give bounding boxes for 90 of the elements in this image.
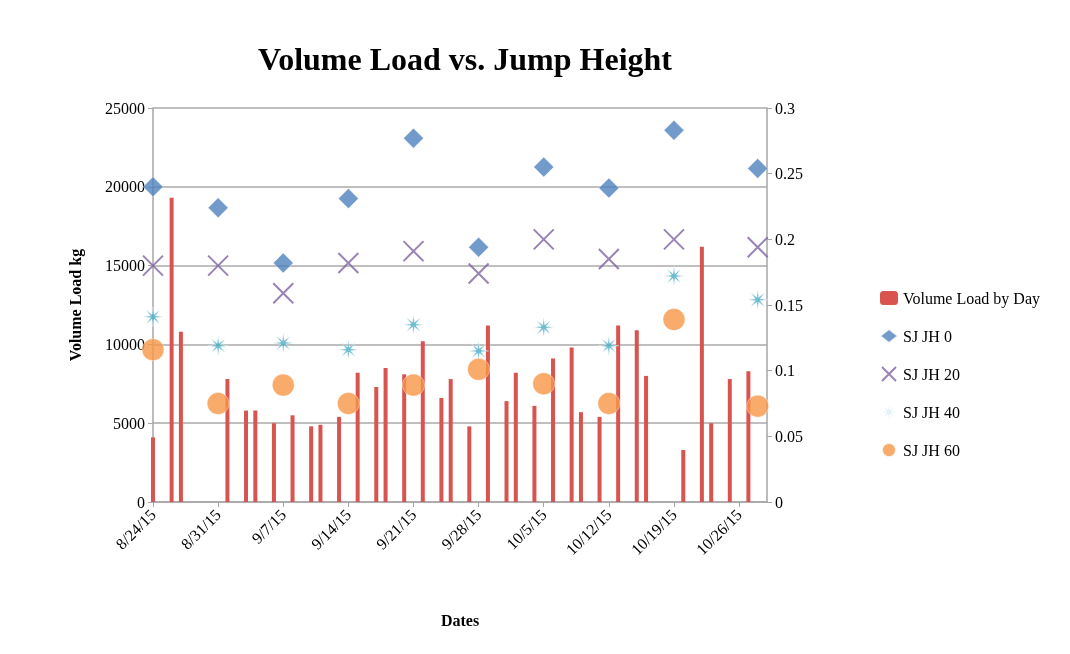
point bbox=[338, 339, 359, 360]
point bbox=[207, 254, 230, 277]
bar bbox=[253, 410, 258, 502]
point bbox=[467, 358, 490, 381]
y-tick-label: 0 bbox=[137, 493, 145, 511]
legend-label: SJ JH 20 bbox=[902, 365, 960, 383]
chart-title: Volume Load vs. Jump Height bbox=[258, 41, 673, 77]
point bbox=[663, 265, 685, 287]
bar bbox=[169, 197, 174, 502]
y-tick-label: 20000 bbox=[105, 178, 145, 196]
bar bbox=[318, 424, 323, 502]
legend-label: SJ JH 40 bbox=[902, 403, 960, 421]
point bbox=[142, 306, 164, 328]
point bbox=[272, 373, 295, 397]
bar bbox=[504, 401, 509, 502]
bar bbox=[485, 325, 490, 502]
legend-label: Volume Load by Day bbox=[902, 289, 1040, 308]
point bbox=[272, 282, 295, 305]
point bbox=[206, 392, 230, 415]
point bbox=[402, 373, 425, 397]
point bbox=[533, 317, 554, 338]
point bbox=[207, 335, 229, 356]
x-axis-title: Dates bbox=[440, 611, 480, 629]
bar bbox=[244, 410, 249, 502]
point bbox=[598, 177, 620, 199]
point bbox=[467, 262, 490, 285]
point bbox=[532, 228, 555, 251]
bar bbox=[420, 341, 425, 502]
bar bbox=[513, 372, 518, 502]
point bbox=[532, 372, 555, 396]
legend-label: SJ JH 0 bbox=[902, 327, 952, 345]
point bbox=[337, 251, 360, 274]
y-tick-label: 15000 bbox=[105, 257, 145, 275]
bar bbox=[551, 358, 556, 502]
y2-tick-label: 0.25 bbox=[775, 165, 803, 183]
bar bbox=[746, 371, 751, 502]
point bbox=[747, 289, 768, 310]
point bbox=[337, 392, 360, 415]
point bbox=[597, 392, 621, 415]
bar bbox=[151, 437, 155, 502]
bar bbox=[178, 331, 183, 502]
bar bbox=[634, 330, 639, 502]
bar bbox=[439, 397, 444, 502]
legend-label: SJ JH 60 bbox=[902, 441, 960, 459]
point bbox=[402, 240, 425, 263]
bar bbox=[616, 325, 621, 502]
bar bbox=[709, 423, 714, 502]
bar bbox=[727, 379, 732, 502]
y-tick-label: 10000 bbox=[105, 335, 145, 353]
bar bbox=[374, 386, 379, 502]
bar bbox=[644, 375, 649, 502]
bar bbox=[355, 372, 360, 502]
bar bbox=[309, 426, 314, 502]
point bbox=[272, 252, 294, 274]
point bbox=[663, 120, 685, 141]
bar bbox=[597, 416, 602, 502]
point bbox=[662, 228, 685, 251]
y2-tick-label: 0.15 bbox=[775, 296, 803, 314]
point bbox=[468, 236, 489, 258]
point bbox=[746, 394, 769, 418]
bar bbox=[569, 347, 574, 502]
bar bbox=[271, 423, 276, 502]
y2-tick-label: 0.3 bbox=[775, 99, 795, 117]
point bbox=[597, 248, 620, 271]
bar bbox=[532, 405, 537, 502]
y2-tick-label: 0 bbox=[775, 493, 783, 511]
bar bbox=[699, 246, 704, 502]
y2-tick-label: 0.1 bbox=[775, 362, 795, 380]
y2-tick-label: 0.2 bbox=[775, 230, 795, 248]
bar bbox=[578, 412, 583, 502]
bar bbox=[337, 416, 342, 502]
point bbox=[272, 332, 294, 354]
point bbox=[746, 236, 769, 259]
y-axis-title: Volume Load kg bbox=[66, 248, 85, 362]
point bbox=[403, 127, 424, 149]
point bbox=[207, 197, 229, 219]
point bbox=[403, 314, 424, 335]
y-tick-label: 25000 bbox=[105, 99, 145, 117]
y2-tick-label: 0.05 bbox=[775, 427, 803, 445]
point bbox=[338, 188, 359, 209]
bar bbox=[448, 379, 453, 502]
point bbox=[662, 308, 686, 331]
point bbox=[747, 158, 768, 179]
point bbox=[598, 335, 620, 356]
point bbox=[533, 156, 554, 178]
bar bbox=[681, 449, 686, 502]
bar bbox=[290, 415, 295, 502]
bar bbox=[383, 368, 388, 502]
bar bbox=[467, 426, 472, 502]
y-tick-label: 5000 bbox=[113, 414, 145, 432]
